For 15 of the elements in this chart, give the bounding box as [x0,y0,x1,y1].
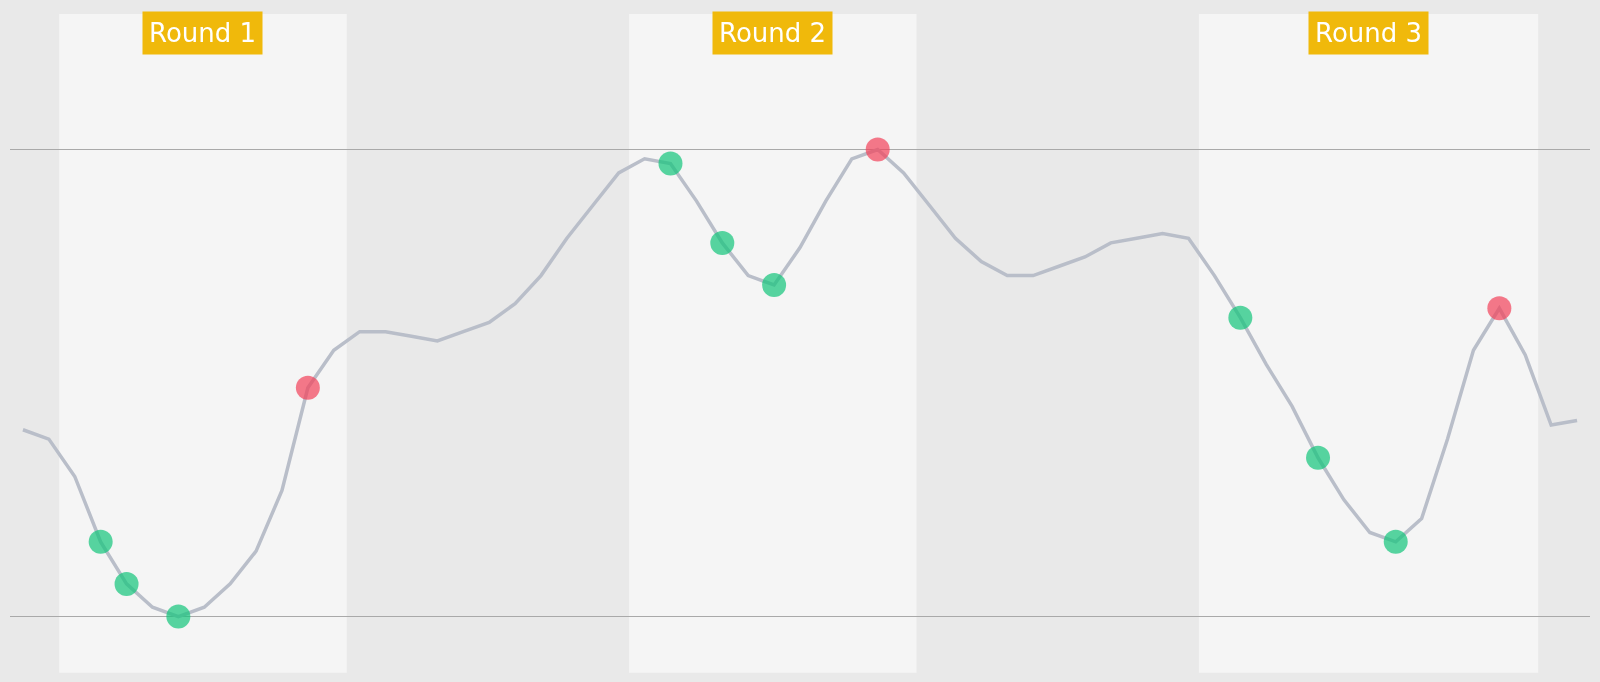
point [865,137,890,162]
point [1228,305,1253,330]
point [1383,529,1408,554]
point [295,375,320,400]
point [114,571,139,596]
point [658,151,683,176]
text: Round 1 [149,18,257,48]
point [166,604,191,629]
point [710,230,735,255]
text: Round 2 [719,18,827,48]
text: Round 3 [1315,18,1423,48]
point [762,272,787,297]
point [88,529,113,554]
point [1487,296,1512,321]
point [1306,445,1331,470]
